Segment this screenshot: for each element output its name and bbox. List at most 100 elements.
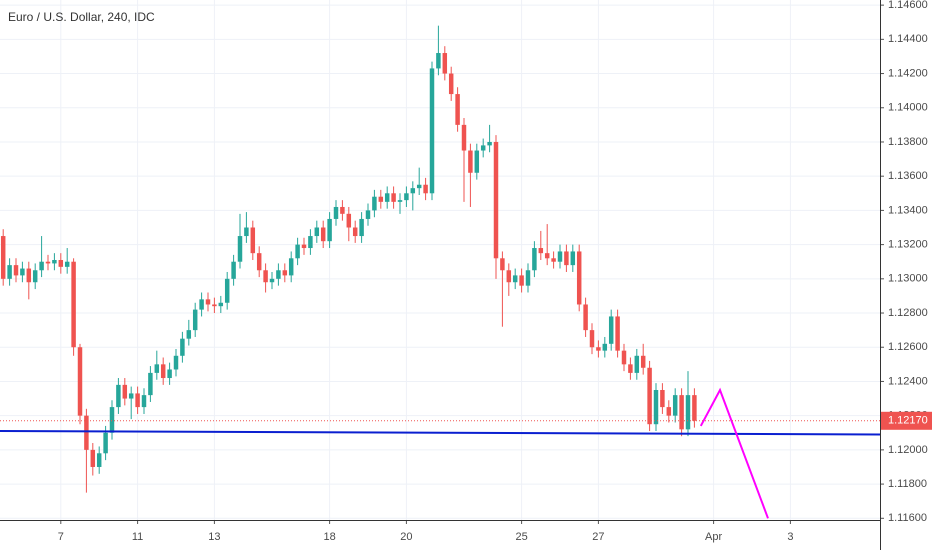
y-tick-label: 1.13600 (888, 170, 928, 182)
x-tick-label: Apr (705, 531, 722, 543)
candle-body (256, 253, 262, 271)
candle-body (359, 218, 364, 237)
candle-body (583, 304, 588, 331)
candle-body (602, 343, 608, 351)
candle-body (244, 227, 249, 237)
candle-body (160, 364, 166, 379)
y-tick-label: 1.14400 (888, 33, 928, 45)
last-price-badge (881, 411, 932, 430)
candle-body (544, 253, 550, 259)
candle-body (327, 218, 332, 242)
candle-body (647, 367, 652, 425)
candle-body (71, 261, 76, 348)
candle-body (173, 355, 179, 370)
candle-body (608, 316, 614, 344)
candle-body (692, 395, 697, 421)
candle-body (480, 145, 486, 151)
candle-body (320, 227, 326, 242)
y-tick-label: 1.13000 (888, 273, 928, 285)
candle-body (372, 196, 377, 211)
candle-body (672, 395, 678, 416)
candle-body (519, 275, 524, 286)
candle-body (26, 268, 32, 283)
candle-body (199, 299, 204, 310)
y-tick-label: 1.12600 (888, 341, 928, 353)
candle-body (276, 270, 281, 279)
candle-body (564, 251, 569, 266)
candle-body (679, 395, 684, 430)
candle-body (576, 251, 582, 305)
candle-body (186, 330, 192, 339)
candle-body (423, 184, 428, 194)
y-tick-label: 1.11800 (888, 478, 927, 490)
candle-body (397, 200, 403, 202)
candle-body (493, 141, 499, 259)
candle-body (615, 316, 620, 351)
candle-body (596, 347, 601, 351)
candle-body (154, 364, 160, 373)
candle-body (506, 270, 512, 283)
candle-body (442, 53, 448, 74)
candle-body (660, 390, 665, 408)
candle-body (77, 347, 83, 416)
candle-body (237, 236, 243, 262)
candle-body (288, 258, 294, 276)
candle-body (461, 124, 467, 151)
candle-body (224, 278, 230, 303)
candle-body (512, 275, 518, 283)
candle-body (557, 251, 563, 262)
candle-body (218, 302, 224, 307)
candle-body (84, 415, 89, 450)
candle-body (192, 309, 198, 331)
candle-body (148, 372, 153, 396)
candle-body (20, 268, 25, 276)
candle-body (455, 94, 460, 125)
candle-body (167, 369, 172, 379)
x-tick-label: 13 (208, 531, 220, 543)
candle-body (384, 193, 390, 202)
y-tick-label: 1.12400 (888, 375, 928, 387)
candle-body (205, 299, 211, 305)
candle-body (128, 393, 134, 399)
candle-body (628, 364, 633, 373)
candle-body (103, 432, 108, 454)
projection-line (699, 387, 769, 519)
candle-body (45, 261, 51, 264)
candle-body (538, 248, 544, 254)
candle-body (378, 196, 384, 202)
candle-body (487, 141, 492, 146)
candle-body (0, 236, 6, 279)
candle-body (570, 251, 576, 266)
candle-body (653, 390, 659, 425)
candle-body (32, 270, 38, 283)
candle-body (500, 258, 505, 271)
x-tick-label: 18 (323, 531, 335, 543)
candle-body (340, 206, 345, 214)
candle-body (212, 304, 217, 307)
last-price-label: 1.12170 (888, 415, 928, 427)
candle-body (551, 258, 556, 262)
y-tick-label: 1.14000 (888, 102, 928, 114)
candle-body (640, 355, 646, 368)
chart-title: Euro / U.S. Dollar, 240, IDC (8, 10, 155, 24)
candle-body (13, 265, 19, 276)
candle-body (685, 395, 691, 430)
candle-body (634, 355, 640, 373)
candle-body (135, 393, 140, 408)
candle-body (109, 407, 115, 433)
candle-body (589, 330, 595, 348)
candle-body (410, 188, 416, 194)
candle-body (314, 227, 320, 237)
x-tick-label: 11 (132, 531, 143, 543)
candle-body (263, 270, 268, 283)
candle-body (429, 68, 435, 194)
candle-body (58, 260, 64, 267)
candle-body (416, 184, 422, 189)
candle-body (282, 270, 288, 276)
candle-body (301, 244, 307, 249)
y-tick-label: 1.13400 (888, 204, 928, 216)
candle-body (180, 338, 185, 356)
